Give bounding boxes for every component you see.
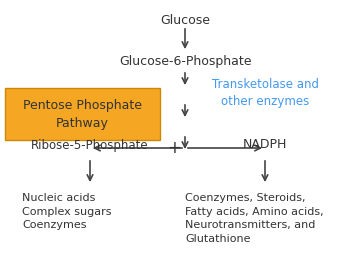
Text: Ribose-5-Phosphate: Ribose-5-Phosphate	[31, 138, 149, 152]
Text: Coenzymes, Steroids,
Fatty acids, Amino acids,
Neurotransmitters, and
Glutathion: Coenzymes, Steroids, Fatty acids, Amino …	[185, 193, 323, 244]
Text: Glucose-6-Phosphate: Glucose-6-Phosphate	[119, 55, 251, 68]
Text: Nucleic acids
Complex sugars
Coenzymes: Nucleic acids Complex sugars Coenzymes	[22, 193, 112, 230]
Text: Glucose: Glucose	[160, 14, 210, 27]
Text: Pentose Phosphate
Pathway: Pentose Phosphate Pathway	[23, 99, 142, 129]
Text: NADPH: NADPH	[243, 138, 287, 152]
FancyBboxPatch shape	[5, 88, 160, 140]
Text: Transketolase and
other enzymes: Transketolase and other enzymes	[212, 78, 319, 108]
Text: +: +	[167, 139, 181, 157]
